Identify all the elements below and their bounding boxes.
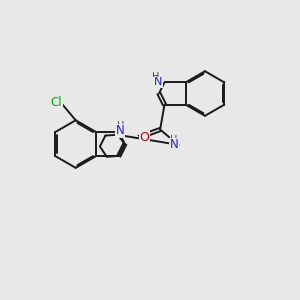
Text: H: H <box>117 121 124 130</box>
Text: O: O <box>140 131 149 144</box>
Text: H: H <box>152 72 159 82</box>
Text: N: N <box>170 138 178 151</box>
Text: H: H <box>170 135 178 145</box>
Text: N: N <box>116 124 125 137</box>
Text: N: N <box>154 77 162 87</box>
Text: Cl: Cl <box>51 96 62 109</box>
